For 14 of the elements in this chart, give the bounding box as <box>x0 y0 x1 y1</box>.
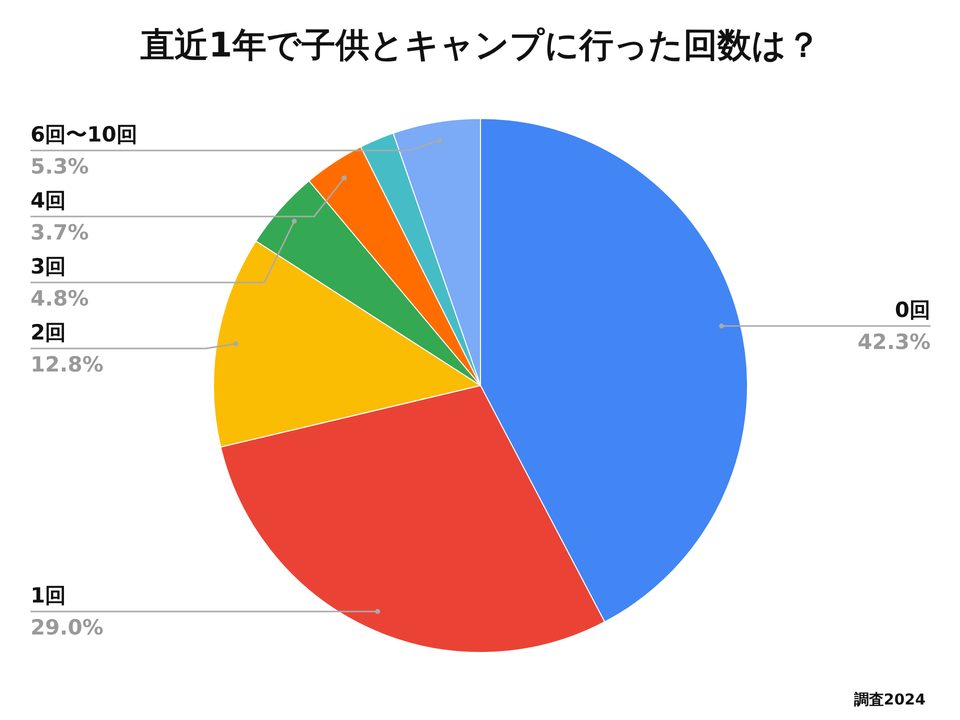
data-label: 3.7% <box>30 220 89 244</box>
text: 調査2024 <box>854 690 926 708</box>
slice-label: 2回 <box>30 320 66 344</box>
slice-label: 0回 <box>894 298 931 322</box>
slice-label: 4回 <box>30 188 66 212</box>
data-label: 5.3% <box>30 154 89 178</box>
slice-label: 3回 <box>30 254 66 278</box>
data-label: 12.8% <box>30 352 104 376</box>
data-label: 4.8% <box>30 286 89 310</box>
data-label: 42.3% <box>858 330 931 354</box>
slice-label: 1回 <box>30 583 66 608</box>
data-label: 29.0% <box>30 615 104 640</box>
chart-title: 直近1年で子供とキャンプに行った回数は？ <box>140 26 820 66</box>
slice-label: 6回〜10回 <box>30 122 138 146</box>
